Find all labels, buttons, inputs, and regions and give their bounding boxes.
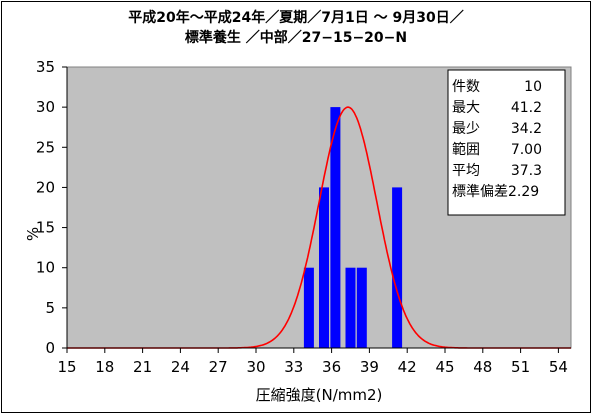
y-tick-label-25: 25 <box>36 138 55 156</box>
y-tick-label-20: 20 <box>36 178 55 196</box>
x-axis-label: 圧縮強度(N/mm2) <box>256 386 383 404</box>
y-tick-label-5: 5 <box>45 299 55 317</box>
stats-label-0: 件数 <box>452 79 480 95</box>
chart-title-line-1: 平成20年～平成24年／夏期／7月1日 ～ 9月30日／ <box>128 9 463 26</box>
ticks-group: 0 5 10 15 20 25 30 35 15 18 21 24 27 30 33 36 39 42 45 48 51… <box>36 58 568 376</box>
histogram-bar-0 <box>303 267 314 348</box>
histogram-chart: 平成20年～平成24年／夏期／7月1日 ～ 9月30日／ 標準養生 ／中部／27… <box>24 9 572 404</box>
stats-box-border <box>447 69 566 216</box>
x-tick-label-42: 42 <box>398 358 417 376</box>
x-tick-label-15: 15 <box>57 358 76 376</box>
y-tick-label-35: 35 <box>36 58 55 76</box>
stats-label-2: 最少 <box>452 121 480 137</box>
stats-row-5: 標準偏差2.29 <box>452 184 539 200</box>
stats-label-4: 平均 <box>452 163 480 179</box>
histogram-bar-2 <box>330 107 341 348</box>
x-tick-label-21: 21 <box>133 358 152 376</box>
x-tick-label-45: 45 <box>435 358 454 376</box>
y-tick-label-0: 0 <box>45 339 55 357</box>
stats-value-2: 34.2 <box>511 121 542 137</box>
x-tick-label-33: 33 <box>284 358 303 376</box>
x-tick-label-30: 30 <box>246 358 265 376</box>
chart-title-line-2: 標準養生 ／中部／27−15−20−N <box>185 29 407 46</box>
x-tick-label-36: 36 <box>322 358 341 376</box>
y-axis-label: % <box>24 227 42 241</box>
x-tick-label-18: 18 <box>95 358 114 376</box>
stats-value-0: 10 <box>524 79 542 95</box>
y-tick-label-10: 10 <box>36 259 55 277</box>
stats-label-3: 範囲 <box>452 141 480 158</box>
stats-value-3: 7.00 <box>511 142 542 158</box>
histogram-bar-3 <box>345 267 356 348</box>
histogram-bar-4 <box>356 267 367 348</box>
y-tick-label-15: 15 <box>36 219 55 237</box>
stats-label-1: 最大 <box>452 100 480 116</box>
histogram-bar-1 <box>319 187 329 348</box>
bars-group <box>303 107 403 348</box>
stats-rows: 件数 10 最大 41.2 最少 34.2 範囲 7.00 平均 37.3 標準偏差2.29 <box>452 79 542 200</box>
x-tick-label-48: 48 <box>473 358 492 376</box>
stats-box: 件数 10 最大 41.2 最少 34.2 範囲 7.00 平均 37.3 標準偏差2.29 <box>447 69 566 216</box>
x-tick-label-24: 24 <box>171 358 190 376</box>
x-tick-label-54: 54 <box>549 358 568 376</box>
y-tick-label-30: 30 <box>36 98 55 116</box>
x-tick-label-51: 51 <box>511 358 530 376</box>
stats-value-4: 37.3 <box>511 163 542 179</box>
x-tick-label-39: 39 <box>360 358 379 376</box>
x-tick-label-27: 27 <box>209 358 228 376</box>
stats-value-1: 41.2 <box>511 100 542 116</box>
histogram-bar-5 <box>392 187 403 348</box>
